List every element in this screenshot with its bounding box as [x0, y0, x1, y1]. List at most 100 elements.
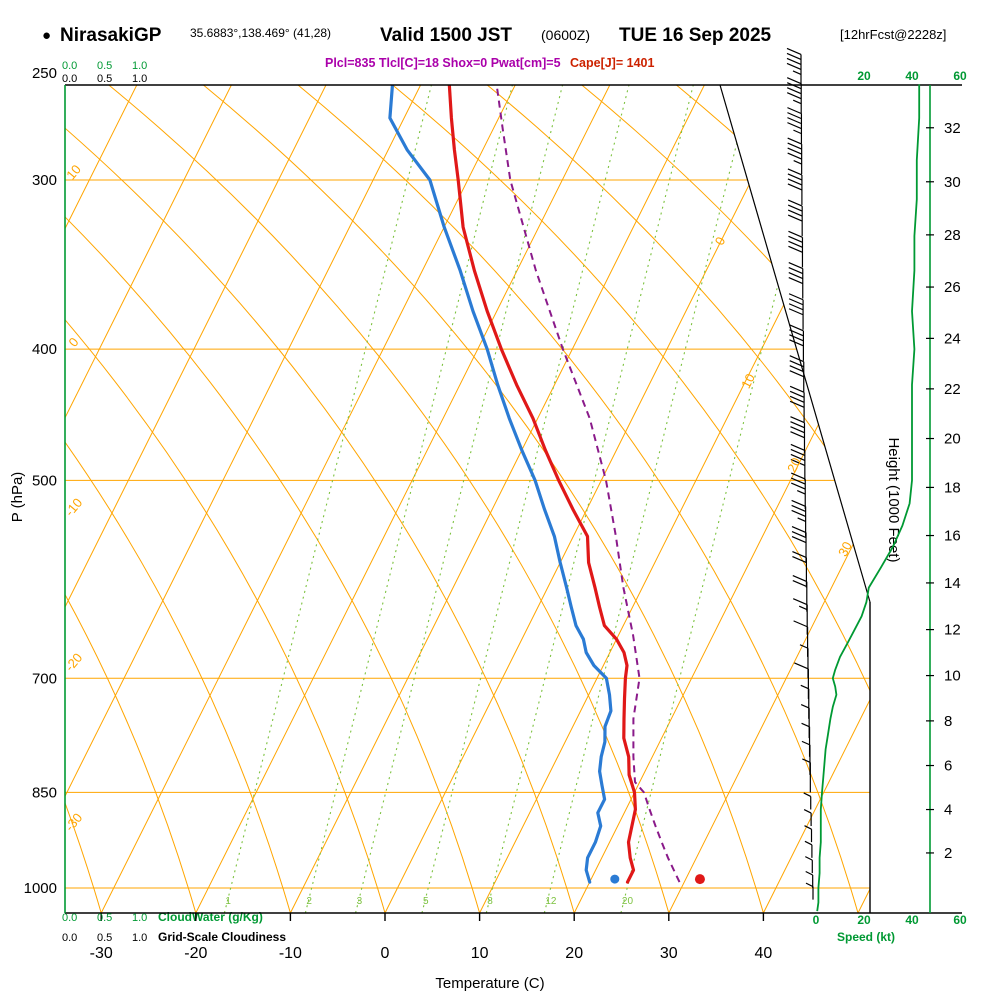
wind-barb-feather	[787, 107, 802, 115]
wind-barb	[792, 598, 808, 635]
cloudwater-scale-top: 0.5	[97, 60, 112, 72]
wind-barb	[787, 199, 803, 237]
wind-barb-feather	[786, 87, 802, 95]
wind-barb	[787, 107, 803, 144]
wind-barb-feather	[790, 421, 805, 429]
wind-barb-feather	[791, 504, 806, 512]
wind-barb-feather	[792, 556, 807, 564]
mixing-ratio-line	[304, 85, 513, 913]
temperature-surface-dot	[694, 874, 705, 885]
temperature-axis-label: Temperature (C)	[435, 975, 544, 992]
mixing-ratio-line	[543, 85, 752, 913]
wind-barb	[792, 551, 808, 588]
height-axis-label: Height (1000 Feet)	[885, 437, 902, 562]
isotherm-line	[384, 85, 800, 913]
temp-tick-label: -30	[90, 945, 113, 962]
wind-barb-half-feather	[805, 856, 813, 861]
wind-barb	[786, 77, 802, 114]
wind-barb	[791, 499, 807, 537]
cloudwater-scale-top: 1.0	[132, 60, 147, 72]
temp-tick-label: 20	[565, 945, 583, 962]
speed-tick-label-top: 60	[953, 69, 967, 83]
dry-adiabat-line	[581, 85, 870, 913]
mixing-ratio-label: 5	[423, 896, 429, 907]
wind-barb-feather	[788, 303, 804, 311]
temperature-curve	[447, 85, 637, 884]
height-tick-label: 16	[944, 528, 961, 545]
wind-barb-feather	[786, 62, 802, 70]
wind-barb	[789, 355, 805, 392]
dry-adiabat-line	[65, 85, 481, 913]
wind-barb-feather	[787, 204, 803, 212]
mixing-ratio-label: 1	[225, 896, 231, 907]
wind-barb-feather	[791, 531, 807, 539]
wind-barb-half-feather	[797, 517, 806, 522]
wind-barb-feather	[788, 308, 804, 316]
wind-barb-feather	[787, 122, 802, 130]
isotherm-line	[668, 85, 870, 913]
height-tick-label: 6	[944, 758, 952, 775]
wind-barb	[804, 825, 813, 843]
wind-barb-half-feather	[801, 740, 811, 746]
height-tick-label: 8	[944, 713, 952, 730]
wind-barb-feather	[787, 199, 803, 207]
cloudiness-scale-bottom: 0.0	[62, 932, 77, 944]
wind-barb	[787, 137, 803, 175]
sounding-cape: Cape[J]= 1401	[570, 56, 654, 70]
wind-barb-half-feather	[804, 825, 812, 830]
wind-barb-feather	[790, 426, 805, 434]
wind-barb-feather	[788, 261, 803, 270]
isotherm-label: 20	[784, 455, 804, 475]
wind-barb	[790, 443, 806, 481]
height-tick-label: 28	[944, 227, 961, 244]
wind-barb	[802, 758, 811, 793]
pressure-tick-label: 400	[32, 341, 57, 358]
valid-date: TUE 16 Sep 2025	[619, 25, 772, 46]
wind-barb-half-feather	[793, 160, 802, 165]
wind-barb-feather	[787, 152, 802, 160]
wind-barb-feather	[788, 298, 804, 306]
pressure-axis-label: P (hPa)	[9, 472, 26, 523]
wind-barb	[801, 722, 811, 757]
speed-tick-label-bottom: 0	[813, 913, 820, 927]
station-bullet-icon: ●	[42, 27, 51, 44]
wind-barb-half-feather	[792, 70, 802, 75]
height-tick-label: 18	[944, 479, 961, 496]
wind-speed-curve	[816, 84, 921, 912]
dry-adiabat-line	[65, 85, 386, 913]
height-tick-label: 26	[944, 279, 961, 296]
wind-barb	[787, 168, 803, 205]
wind-barb-feather	[788, 235, 803, 243]
dry-adiabat-line	[0, 85, 7, 913]
wind-barb-feather	[793, 620, 808, 628]
wind-barb-feather	[790, 472, 806, 480]
isotherm-line	[762, 85, 870, 913]
wind-barb-feather	[786, 92, 802, 100]
wind-barb-feather	[790, 416, 805, 424]
wind-barb	[786, 47, 802, 85]
isotherm-line	[857, 85, 870, 913]
height-tick-label: 2	[944, 845, 952, 862]
cloudiness-scale-bottom: 0.5	[97, 932, 112, 944]
height-tick-label: 14	[944, 575, 961, 592]
wind-barb-feather	[790, 482, 806, 490]
wind-barb-feather	[787, 142, 802, 150]
height-tick-label: 12	[944, 622, 961, 639]
wind-barb-feather	[789, 390, 805, 398]
cloudiness-scale-top: 0.5	[97, 73, 112, 85]
parcel-curve	[495, 85, 681, 883]
wind-barb-feather	[787, 214, 803, 222]
wind-barb-feather	[790, 458, 806, 466]
dry-adiabat-line	[108, 85, 670, 913]
height-tick-label: 20	[944, 431, 961, 448]
cloudiness-scale-bottom: 1.0	[132, 932, 147, 944]
cloudiness-scale-top: 1.0	[132, 73, 147, 85]
dewpoint-surface-dot	[610, 874, 620, 884]
cloudiness-axis-label: Grid-Scale Cloudiness	[158, 930, 286, 944]
wind-barb	[788, 261, 804, 299]
wind-barb-feather	[789, 324, 804, 332]
wind-barb-half-feather	[805, 882, 814, 888]
wind-barb-half-feather	[802, 758, 811, 763]
cloudwater-scale-bottom: 0.5	[97, 912, 112, 924]
